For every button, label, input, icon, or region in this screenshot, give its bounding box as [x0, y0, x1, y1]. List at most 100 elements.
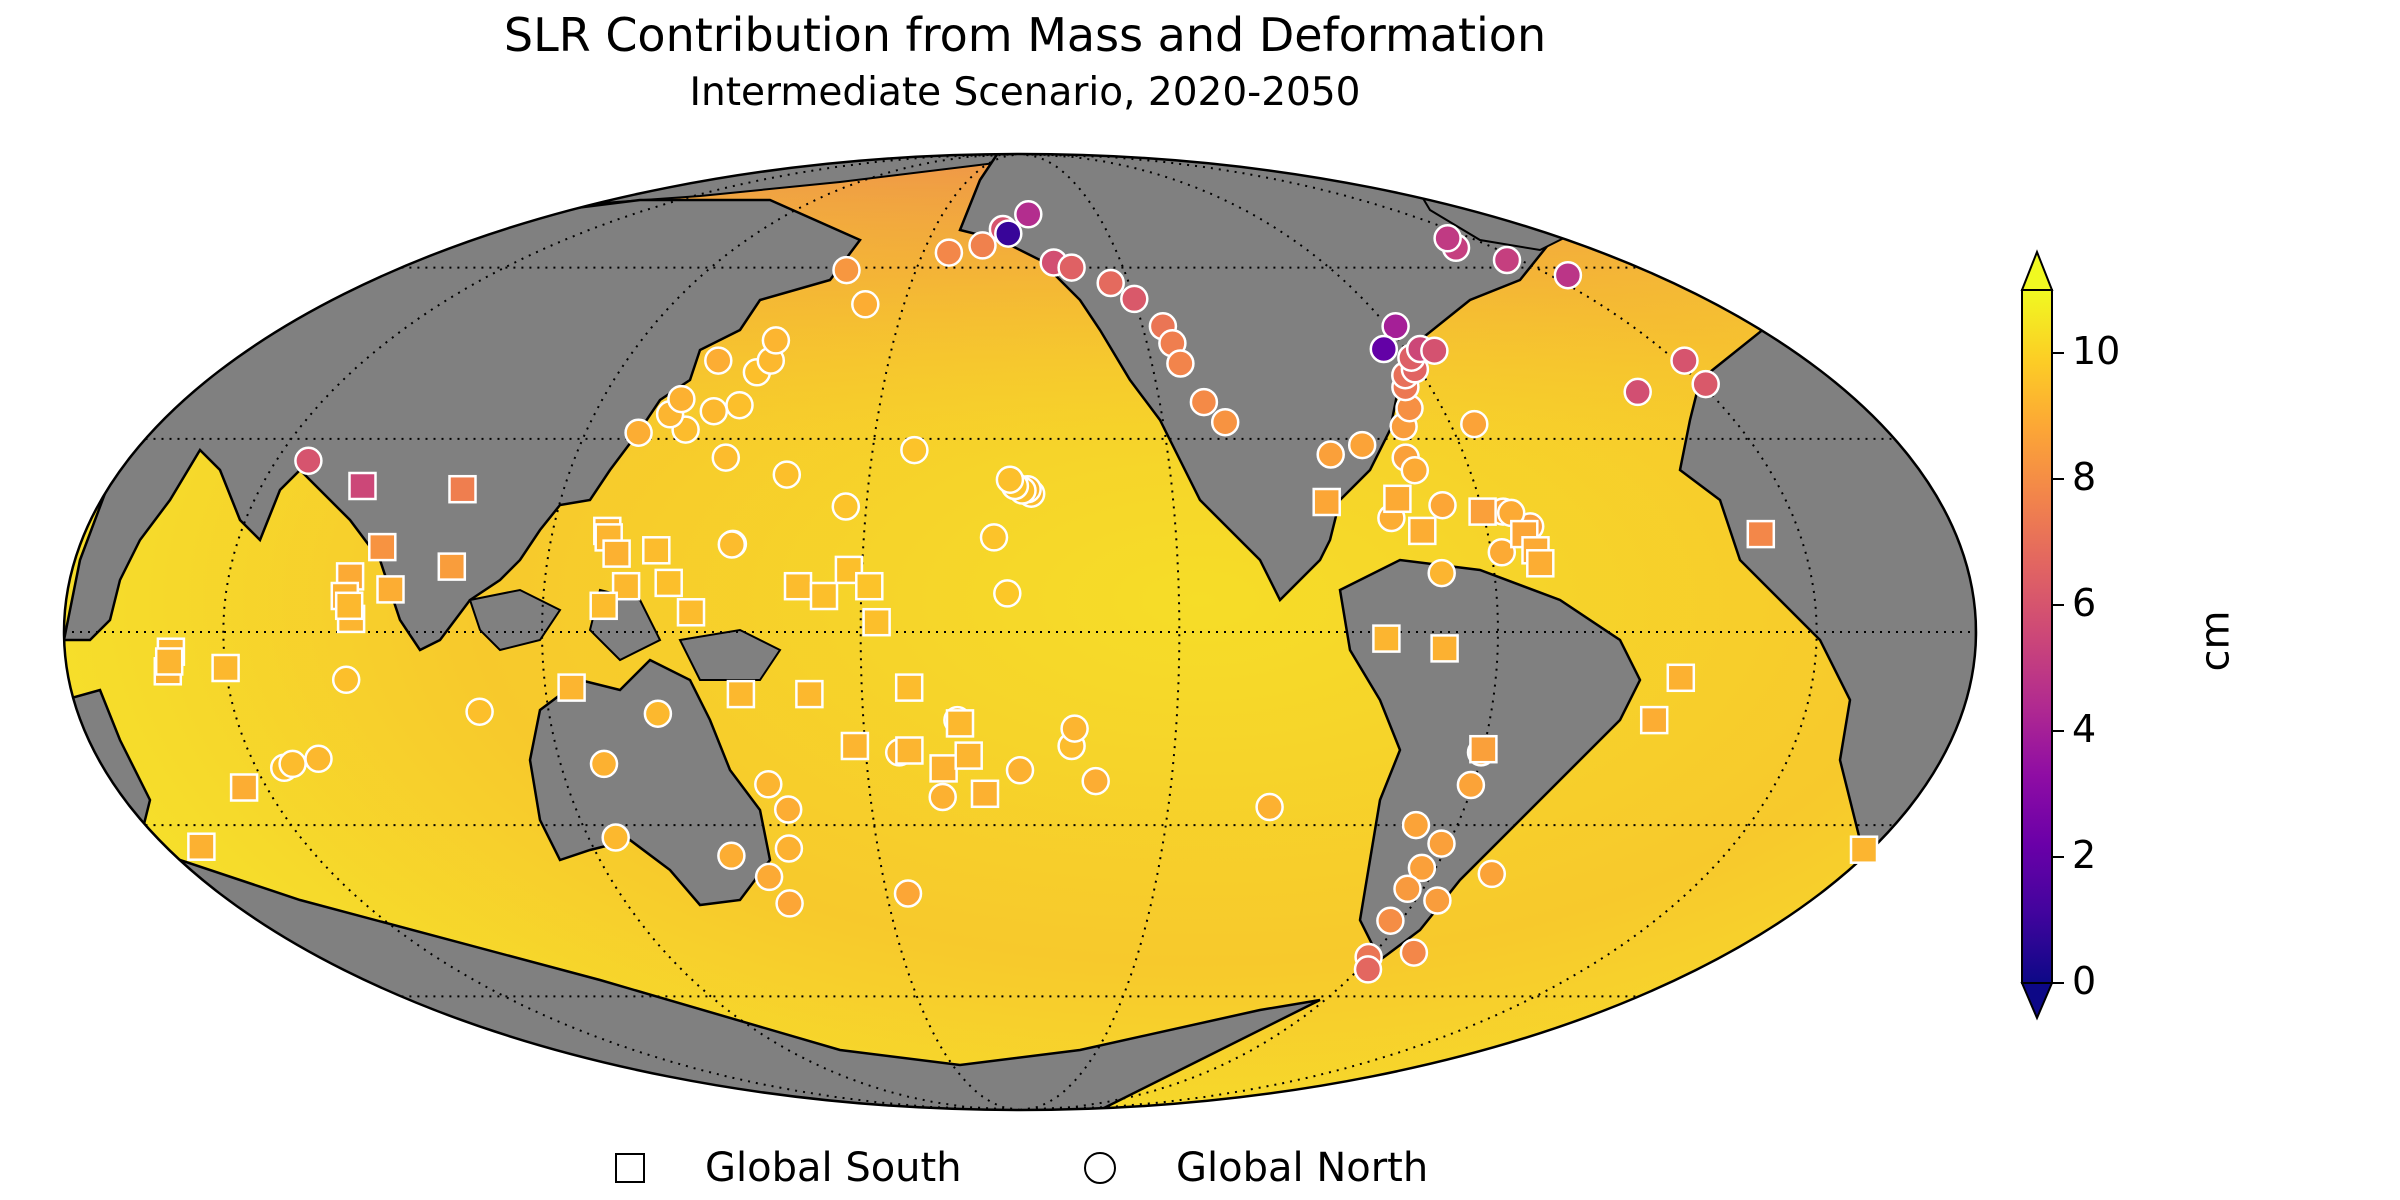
station-marker-global-south [726, 679, 756, 709]
station-marker-global-north [667, 384, 696, 414]
graticule-meridian [1019, 154, 1500, 1110]
station-marker-global-north [968, 231, 997, 260]
station-marker-global-south [970, 779, 1000, 809]
legend-label: Global North [1176, 1145, 1429, 1191]
legend-global-south: Global South [615, 1140, 962, 1196]
station-marker-global-south [1408, 516, 1437, 546]
station-marker-global-south [1746, 519, 1776, 549]
station-marker-global-north [1381, 312, 1410, 341]
station-marker-global-south [945, 709, 975, 738]
station-marker-global-south [894, 673, 924, 702]
station-marker-global-north [1189, 387, 1219, 417]
colorbar-extend-min [2020, 982, 2054, 1021]
station-marker-global-north [1081, 766, 1110, 796]
colorbar-tick-label: 6 [2072, 581, 2097, 625]
station-marker-global-south [211, 653, 240, 683]
station-marker-global-north [893, 879, 923, 908]
station-marker-global-north [993, 579, 1022, 608]
station-marker-global-north [773, 795, 803, 824]
colorbar-ticks [2052, 352, 2064, 984]
station-marker-global-north [1428, 490, 1457, 520]
station-marker-global-south [1666, 663, 1696, 693]
land-north-america [958, 154, 1562, 603]
legend-label: Global South [705, 1145, 962, 1191]
colorbar-tick-label: 0 [2072, 959, 2097, 1003]
station-marker-global-north [1487, 538, 1517, 567]
station-marker-global-south [1639, 705, 1669, 735]
colorbar-frame [2021, 289, 2053, 984]
station-marker-global-north [1407, 853, 1437, 883]
graticule-meridian [540, 154, 1021, 1110]
station-marker-global-south [348, 471, 377, 501]
colorbar-gradient [2022, 290, 2052, 983]
station-marker-global-south [1469, 734, 1498, 764]
colorbar-tick-label: 8 [2072, 455, 2097, 499]
station-marker-global-north [601, 823, 630, 852]
map-subtitle: Intermediate Scenario, 2020-2050 [689, 70, 1361, 115]
station-marker-global-north [1401, 810, 1431, 840]
station-markers [153, 200, 1879, 984]
station-marker-global-north [1423, 886, 1452, 915]
station-marker-global-south [557, 673, 586, 702]
station-marker-global-north [331, 665, 361, 695]
station-marker-global-north [699, 396, 729, 426]
station-marker-global-south [229, 773, 259, 802]
station-marker-global-north [1456, 770, 1486, 800]
station-marker-global-north [717, 530, 747, 559]
station-marker-global-south [862, 607, 891, 637]
map-outline [62, 152, 1978, 1112]
map-title: SLR Contribution from Mass and Deformati… [503, 8, 1547, 62]
station-marker-global-south [437, 552, 467, 581]
station-marker-global-south [834, 555, 864, 585]
station-marker-global-north [900, 435, 929, 465]
station-marker-global-north [832, 255, 861, 285]
station-marker-global-north [1623, 377, 1652, 407]
station-marker-global-north [643, 699, 673, 728]
station-marker-global-north [1014, 200, 1043, 229]
colorbar [2020, 249, 2064, 1021]
station-marker-global-north [1347, 430, 1377, 460]
land-australia [528, 658, 772, 907]
colorbar-extend-max [2020, 249, 2054, 291]
station-marker-global-north [772, 460, 802, 489]
station-marker-global-north [465, 697, 494, 726]
station-marker-global-north [754, 862, 784, 892]
colorbar-tick-label: 10 [2072, 329, 2121, 373]
station-marker-global-north [711, 443, 741, 472]
station-marker-global-north [1399, 938, 1429, 967]
circle-marker-icon [1084, 1152, 1116, 1184]
station-marker-global-north [1460, 409, 1489, 439]
station-marker-global-north [717, 841, 746, 871]
graticule-meridian [1019, 154, 1181, 1110]
graticule-meridian [222, 154, 1021, 1110]
station-marker-global-south [154, 647, 184, 676]
station-marker-global-south [1849, 835, 1879, 864]
station-marker-global-north [1060, 714, 1089, 743]
station-marker-global-south [783, 571, 813, 601]
station-marker-global-north [1670, 346, 1699, 375]
station-marker-global-south [334, 591, 364, 621]
station-marker-global-north [1691, 369, 1720, 399]
station-marker-global-north [1096, 268, 1125, 298]
station-marker-global-south [1312, 487, 1341, 517]
station-marker-global-south [1468, 497, 1497, 526]
station-marker-global-north [1427, 829, 1456, 858]
legend-global-north: Global North [1084, 1140, 1428, 1196]
station-marker-global-north [831, 492, 861, 521]
station-marker-global-north [934, 238, 964, 267]
station-marker-global-north [979, 523, 1009, 552]
station-marker-global-south [448, 474, 477, 504]
station-marker-global-north [1477, 859, 1507, 889]
station-marker-global-north [725, 390, 754, 420]
station-marker-global-north [1492, 245, 1522, 275]
station-marker-global-north [1433, 224, 1462, 253]
station-marker-global-north [1393, 874, 1422, 904]
station-marker-global-south [376, 575, 405, 604]
station-marker-global-south [929, 754, 958, 783]
station-marker-global-south [1372, 624, 1401, 653]
station-marker-global-south [602, 539, 631, 568]
station-marker-global-south [954, 741, 983, 770]
station-marker-global-north [704, 346, 733, 375]
station-marker-global-north [995, 465, 1025, 494]
